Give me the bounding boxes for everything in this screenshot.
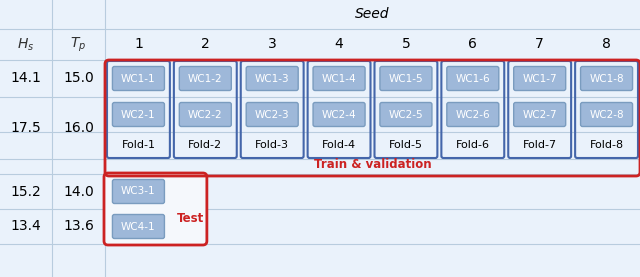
Text: WC4-1: WC4-1 — [121, 222, 156, 232]
FancyBboxPatch shape — [514, 66, 566, 91]
Text: WC2-3: WC2-3 — [255, 109, 289, 119]
Text: Fold-2: Fold-2 — [188, 140, 222, 150]
FancyBboxPatch shape — [113, 179, 164, 204]
FancyBboxPatch shape — [447, 102, 499, 127]
Text: 15.2: 15.2 — [11, 184, 42, 199]
Text: 15.0: 15.0 — [63, 71, 94, 86]
Text: 13.6: 13.6 — [63, 219, 94, 234]
Text: Fold-7: Fold-7 — [523, 140, 557, 150]
Text: WC2-4: WC2-4 — [322, 109, 356, 119]
FancyBboxPatch shape — [104, 173, 207, 245]
FancyBboxPatch shape — [580, 102, 632, 127]
Text: 5: 5 — [401, 37, 410, 52]
FancyBboxPatch shape — [580, 66, 632, 91]
Text: WC1-7: WC1-7 — [522, 73, 557, 83]
Text: 6: 6 — [468, 37, 477, 52]
Text: 16.0: 16.0 — [63, 121, 94, 135]
Text: Seed: Seed — [355, 7, 390, 22]
FancyBboxPatch shape — [113, 102, 164, 127]
FancyBboxPatch shape — [313, 66, 365, 91]
FancyBboxPatch shape — [246, 66, 298, 91]
Text: Fold-1: Fold-1 — [122, 140, 156, 150]
Text: WC1-5: WC1-5 — [388, 73, 423, 83]
Text: WC3-1: WC3-1 — [121, 186, 156, 196]
Text: Fold-6: Fold-6 — [456, 140, 490, 150]
Text: Train & validation: Train & validation — [314, 158, 431, 171]
Text: WC2-1: WC2-1 — [121, 109, 156, 119]
Text: WC2-2: WC2-2 — [188, 109, 223, 119]
Text: 1: 1 — [134, 37, 143, 52]
FancyBboxPatch shape — [380, 66, 432, 91]
FancyBboxPatch shape — [380, 102, 432, 127]
Text: WC1-6: WC1-6 — [456, 73, 490, 83]
Text: WC1-1: WC1-1 — [121, 73, 156, 83]
Text: Fold-3: Fold-3 — [255, 140, 289, 150]
Text: $H_s$: $H_s$ — [17, 36, 35, 53]
FancyBboxPatch shape — [113, 66, 164, 91]
Text: 4: 4 — [335, 37, 344, 52]
Text: WC1-2: WC1-2 — [188, 73, 223, 83]
Text: WC2-7: WC2-7 — [522, 109, 557, 119]
Text: 2: 2 — [201, 37, 210, 52]
Text: WC1-4: WC1-4 — [322, 73, 356, 83]
Text: 13.4: 13.4 — [11, 219, 42, 234]
Text: 17.5: 17.5 — [11, 121, 42, 135]
Text: 14.0: 14.0 — [63, 184, 94, 199]
FancyBboxPatch shape — [246, 102, 298, 127]
FancyBboxPatch shape — [113, 214, 164, 238]
FancyBboxPatch shape — [447, 66, 499, 91]
Text: WC1-8: WC1-8 — [589, 73, 624, 83]
FancyBboxPatch shape — [179, 102, 231, 127]
Text: WC1-3: WC1-3 — [255, 73, 289, 83]
Text: 3: 3 — [268, 37, 276, 52]
Text: Fold-5: Fold-5 — [389, 140, 423, 150]
FancyBboxPatch shape — [179, 66, 231, 91]
Text: WC2-8: WC2-8 — [589, 109, 624, 119]
FancyBboxPatch shape — [514, 102, 566, 127]
Text: $T_p$: $T_p$ — [70, 35, 86, 54]
Text: 7: 7 — [535, 37, 544, 52]
Text: Fold-4: Fold-4 — [322, 140, 356, 150]
Text: 14.1: 14.1 — [11, 71, 42, 86]
Text: 8: 8 — [602, 37, 611, 52]
Text: Fold-8: Fold-8 — [589, 140, 623, 150]
Text: WC2-5: WC2-5 — [388, 109, 423, 119]
FancyBboxPatch shape — [313, 102, 365, 127]
Text: WC2-6: WC2-6 — [456, 109, 490, 119]
Text: Test: Test — [177, 212, 204, 225]
